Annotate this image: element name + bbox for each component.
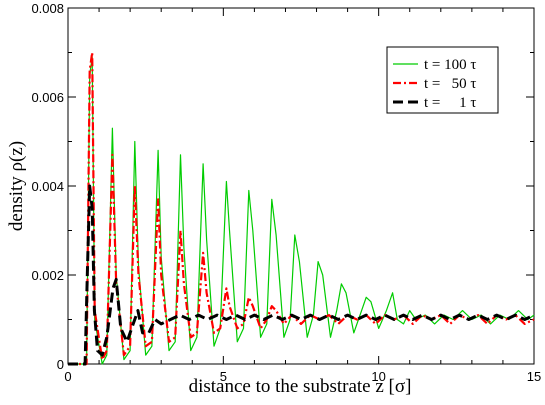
legend-label: t = 100 τ (424, 57, 476, 73)
y-tick-label: 0.002 (31, 268, 64, 283)
y-axis-title: density ρ(z) (6, 141, 27, 231)
y-tick-label: 0.008 (31, 1, 64, 16)
y-tick-label: 0.006 (31, 90, 64, 105)
y-tick-label: 0.004 (31, 179, 64, 194)
x-tick-label: 0 (64, 369, 71, 384)
x-axis-title: distance to the substrate z [σ] (189, 376, 412, 397)
legend-label: t = 1 τ (424, 95, 476, 111)
legend-label: t = 50 τ (424, 76, 476, 92)
y-tick-label: 0 (57, 357, 64, 372)
x-tick-label: 15 (527, 369, 541, 384)
legend: t = 100 τ t = 50 τ t = 1 τ (387, 47, 498, 113)
